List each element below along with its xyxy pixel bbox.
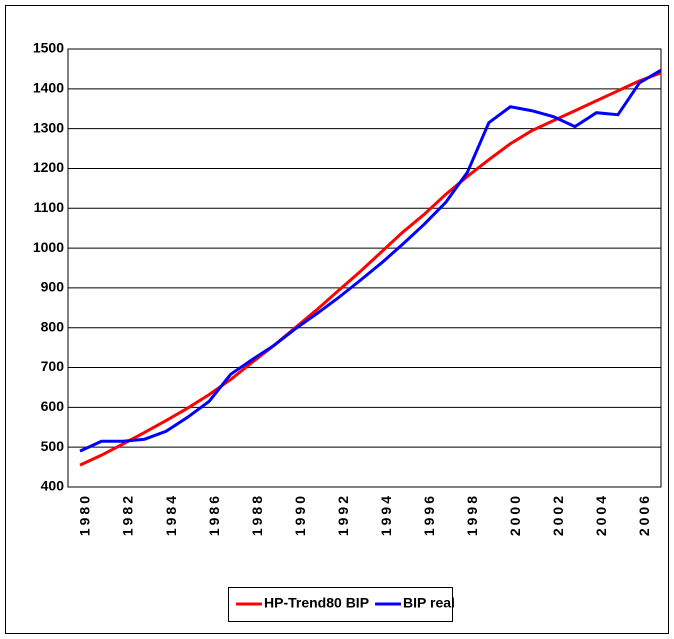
x-tick-label: 2000 [507,493,523,536]
y-tick-label: 1500 [33,40,64,56]
legend-label: HP-Trend80 BIP [264,595,369,611]
x-tick-label: 1992 [335,493,351,536]
y-tick-label: 500 [41,438,65,454]
y-tick-label: 1000 [33,239,64,255]
y-tick-label: 700 [41,358,65,374]
x-tick-label: 1986 [206,493,222,536]
x-tick-label: 1980 [77,493,93,536]
x-tick-label: 1990 [292,493,308,536]
y-tick-label: 400 [41,478,65,494]
x-tick-label: 1996 [421,493,437,536]
y-tick-label: 1100 [34,199,65,215]
x-tick-label: 2006 [636,493,652,536]
line-series [79,71,662,467]
x-tick-label: 1998 [464,493,480,536]
y-tick-label: 1300 [33,119,64,135]
y-tick-label: 900 [41,279,65,295]
x-tick-label: 1988 [249,493,265,536]
x-tick-label: 1984 [163,493,179,536]
y-tick-label: 600 [41,398,65,414]
x-tick-label: 2002 [550,493,566,536]
plot-area [67,48,662,488]
x-tick-label: 2004 [593,493,609,536]
chart-frame [5,5,669,634]
y-tick-label: 1200 [33,159,64,175]
x-tick-label: 1994 [378,493,394,536]
x-tick-label: 1982 [120,493,136,536]
y-tick-label: 1400 [33,80,64,96]
y-tick-label: 800 [41,318,65,334]
legend-box [228,587,453,622]
legend-label: BIP real [403,595,455,611]
line-series [79,68,662,453]
